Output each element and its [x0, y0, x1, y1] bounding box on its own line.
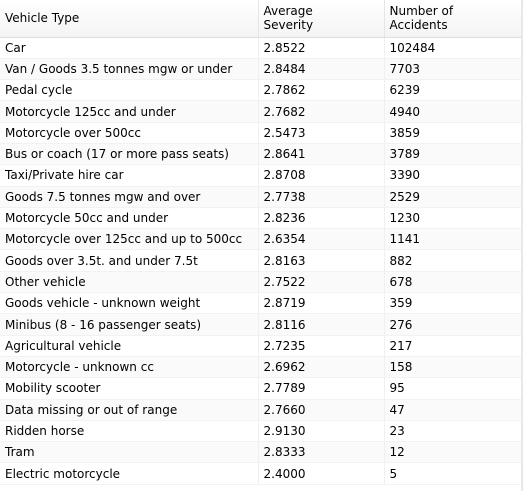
cell-number-of-accidents[interactable]: 1230 — [384, 207, 523, 230]
cell-vehicle-type[interactable]: Tram — [0, 441, 259, 464]
cell-average-severity[interactable]: 2.9130 — [258, 420, 385, 443]
cell-vehicle-type[interactable]: Ridden horse — [0, 420, 259, 443]
table-row[interactable]: Motorcycle over 125cc and up to 500cc 2.6… — [0, 228, 523, 251]
cell-vehicle-type[interactable]: Pedal cycle — [0, 79, 259, 102]
cell-average-severity[interactable]: 2.8333 — [258, 441, 385, 464]
cell-number-of-accidents[interactable]: 3390 — [384, 164, 523, 187]
cell-vehicle-type[interactable]: Bus or coach (17 or more pass seats) — [0, 143, 259, 166]
cell-average-severity[interactable]: 2.7522 — [258, 271, 385, 294]
cell-number-of-accidents[interactable]: 2529 — [384, 186, 523, 208]
cell-vehicle-type[interactable]: Car — [0, 37, 259, 59]
cell-vehicle-type[interactable]: Motorcycle 50cc and under — [0, 207, 259, 230]
table-row[interactable]: Mobility scooter 2.7789 95 — [0, 377, 523, 400]
cell-average-severity[interactable]: 2.8484 — [258, 58, 385, 81]
cell-number-of-accidents[interactable]: 4940 — [384, 100, 523, 123]
cell-average-severity[interactable]: 2.8116 — [258, 313, 385, 336]
table-row[interactable]: Motorcycle 50cc and under 2.8236 1230 — [0, 207, 523, 230]
table-row[interactable]: Motorcycle over 500cc 2.5473 3859 — [0, 122, 523, 144]
table-row[interactable]: Bus or coach (17 or more pass seats) 2.86… — [0, 143, 523, 166]
table-body: Car 2.8522 102484 Van / Goods 3.5 tonnes mg… — [0, 37, 523, 485]
table-row[interactable]: Ridden horse 2.9130 23 — [0, 420, 523, 443]
table-row[interactable]: Minibus (8 - 16 passenger seats) 2.8116 27… — [0, 313, 523, 336]
cell-average-severity[interactable]: 2.7789 — [258, 377, 385, 400]
cell-number-of-accidents[interactable]: 882 — [384, 249, 523, 272]
cell-average-severity[interactable]: 2.8719 — [258, 292, 385, 315]
cell-number-of-accidents[interactable]: 678 — [384, 271, 523, 294]
table-header: Vehicle Type Average Severity Number of … — [0, 0, 523, 38]
cell-number-of-accidents[interactable]: 102484 — [384, 37, 523, 59]
table-row[interactable]: Van / Goods 3.5 tonnes mgw or under 2.848… — [0, 58, 523, 81]
cell-vehicle-type[interactable]: Motorcycle over 125cc and up to 500cc — [0, 228, 259, 251]
table-row[interactable]: Tram 2.8333 12 — [0, 441, 523, 464]
table-row[interactable]: Data missing or out of range 2.7660 47 — [0, 399, 523, 421]
cell-average-severity[interactable]: 2.7682 — [258, 100, 385, 123]
column-header-vehicle-type[interactable]: Vehicle Type — [0, 0, 259, 38]
cell-vehicle-type[interactable]: Minibus (8 - 16 passenger seats) — [0, 313, 259, 336]
table-row[interactable]: Goods vehicle - unknown weight 2.8719 359 — [0, 292, 523, 315]
cell-average-severity[interactable]: 2.7235 — [258, 335, 385, 357]
cell-vehicle-type[interactable]: Goods over 3.5t. and under 7.5t — [0, 249, 259, 272]
table-row[interactable]: Goods over 3.5t. and under 7.5t 2.8163 882 — [0, 249, 523, 272]
cell-vehicle-type[interactable]: Electric motorcycle — [0, 462, 259, 485]
table-row[interactable]: Taxi/Private hire car 2.8708 3390 — [0, 164, 523, 187]
column-header-average-severity[interactable]: Average Severity — [258, 0, 385, 38]
cell-number-of-accidents[interactable]: 3789 — [384, 143, 523, 166]
table-row[interactable]: Other vehicle 2.7522 678 — [0, 271, 523, 294]
cell-number-of-accidents[interactable]: 6239 — [384, 79, 523, 102]
cell-number-of-accidents[interactable]: 5 — [384, 462, 523, 485]
cell-average-severity[interactable]: 2.8522 — [258, 37, 385, 59]
table-row[interactable]: Pedal cycle 2.7862 6239 — [0, 79, 523, 102]
cell-number-of-accidents[interactable]: 359 — [384, 292, 523, 315]
cell-average-severity[interactable]: 2.7862 — [258, 79, 385, 102]
cell-average-severity[interactable]: 2.4000 — [258, 462, 385, 485]
cell-vehicle-type[interactable]: Other vehicle — [0, 271, 259, 294]
cell-number-of-accidents[interactable]: 95 — [384, 377, 523, 400]
cell-vehicle-type[interactable]: Motorcycle - unknown cc — [0, 356, 259, 379]
cell-number-of-accidents[interactable]: 1141 — [384, 228, 523, 251]
cell-vehicle-type[interactable]: Mobility scooter — [0, 377, 259, 400]
cell-number-of-accidents[interactable]: 12 — [384, 441, 523, 464]
column-header-number-of-accidents[interactable]: Number of Accidents — [384, 0, 523, 38]
cell-number-of-accidents[interactable]: 23 — [384, 420, 523, 443]
cell-vehicle-type[interactable]: Motorcycle 125cc and under — [0, 100, 259, 123]
table-row[interactable]: Motorcycle - unknown cc 2.6962 158 — [0, 356, 523, 379]
cell-average-severity[interactable]: 2.5473 — [258, 122, 385, 144]
cell-vehicle-type[interactable]: Motorcycle over 500cc — [0, 122, 259, 144]
cell-number-of-accidents[interactable]: 47 — [384, 399, 523, 421]
cell-vehicle-type[interactable]: Goods 7.5 tonnes mgw and over — [0, 186, 259, 208]
header-row: Vehicle Type Average Severity Number of … — [0, 0, 523, 38]
cell-number-of-accidents[interactable]: 7703 — [384, 58, 523, 81]
table-row[interactable]: Goods 7.5 tonnes mgw and over 2.7738 2529 — [0, 186, 523, 208]
table-row[interactable]: Car 2.8522 102484 — [0, 37, 523, 59]
cell-number-of-accidents[interactable]: 3859 — [384, 122, 523, 144]
cell-vehicle-type[interactable]: Van / Goods 3.5 tonnes mgw or under — [0, 58, 259, 81]
cell-number-of-accidents[interactable]: 217 — [384, 335, 523, 357]
cell-vehicle-type[interactable]: Taxi/Private hire car — [0, 164, 259, 187]
cell-average-severity[interactable]: 2.8163 — [258, 249, 385, 272]
grid-edge — [521, 0, 523, 491]
cell-vehicle-type[interactable]: Agricultural vehicle — [0, 335, 259, 357]
cell-average-severity[interactable]: 2.7660 — [258, 399, 385, 421]
table-row[interactable]: Electric motorcycle 2.4000 5 — [0, 462, 523, 485]
cell-number-of-accidents[interactable]: 276 — [384, 313, 523, 336]
table-row[interactable]: Motorcycle 125cc and under 2.7682 4940 — [0, 100, 523, 123]
table-row[interactable]: Agricultural vehicle 2.7235 217 — [0, 335, 523, 357]
cell-average-severity[interactable]: 2.8641 — [258, 143, 385, 166]
cell-average-severity[interactable]: 2.6962 — [258, 356, 385, 379]
cell-average-severity[interactable]: 2.8708 — [258, 164, 385, 187]
cell-vehicle-type[interactable]: Goods vehicle - unknown weight — [0, 292, 259, 315]
cell-average-severity[interactable]: 2.8236 — [258, 207, 385, 230]
cell-vehicle-type[interactable]: Data missing or out of range — [0, 399, 259, 421]
cell-number-of-accidents[interactable]: 158 — [384, 356, 523, 379]
cell-average-severity[interactable]: 2.6354 — [258, 228, 385, 251]
cell-average-severity[interactable]: 2.7738 — [258, 186, 385, 208]
